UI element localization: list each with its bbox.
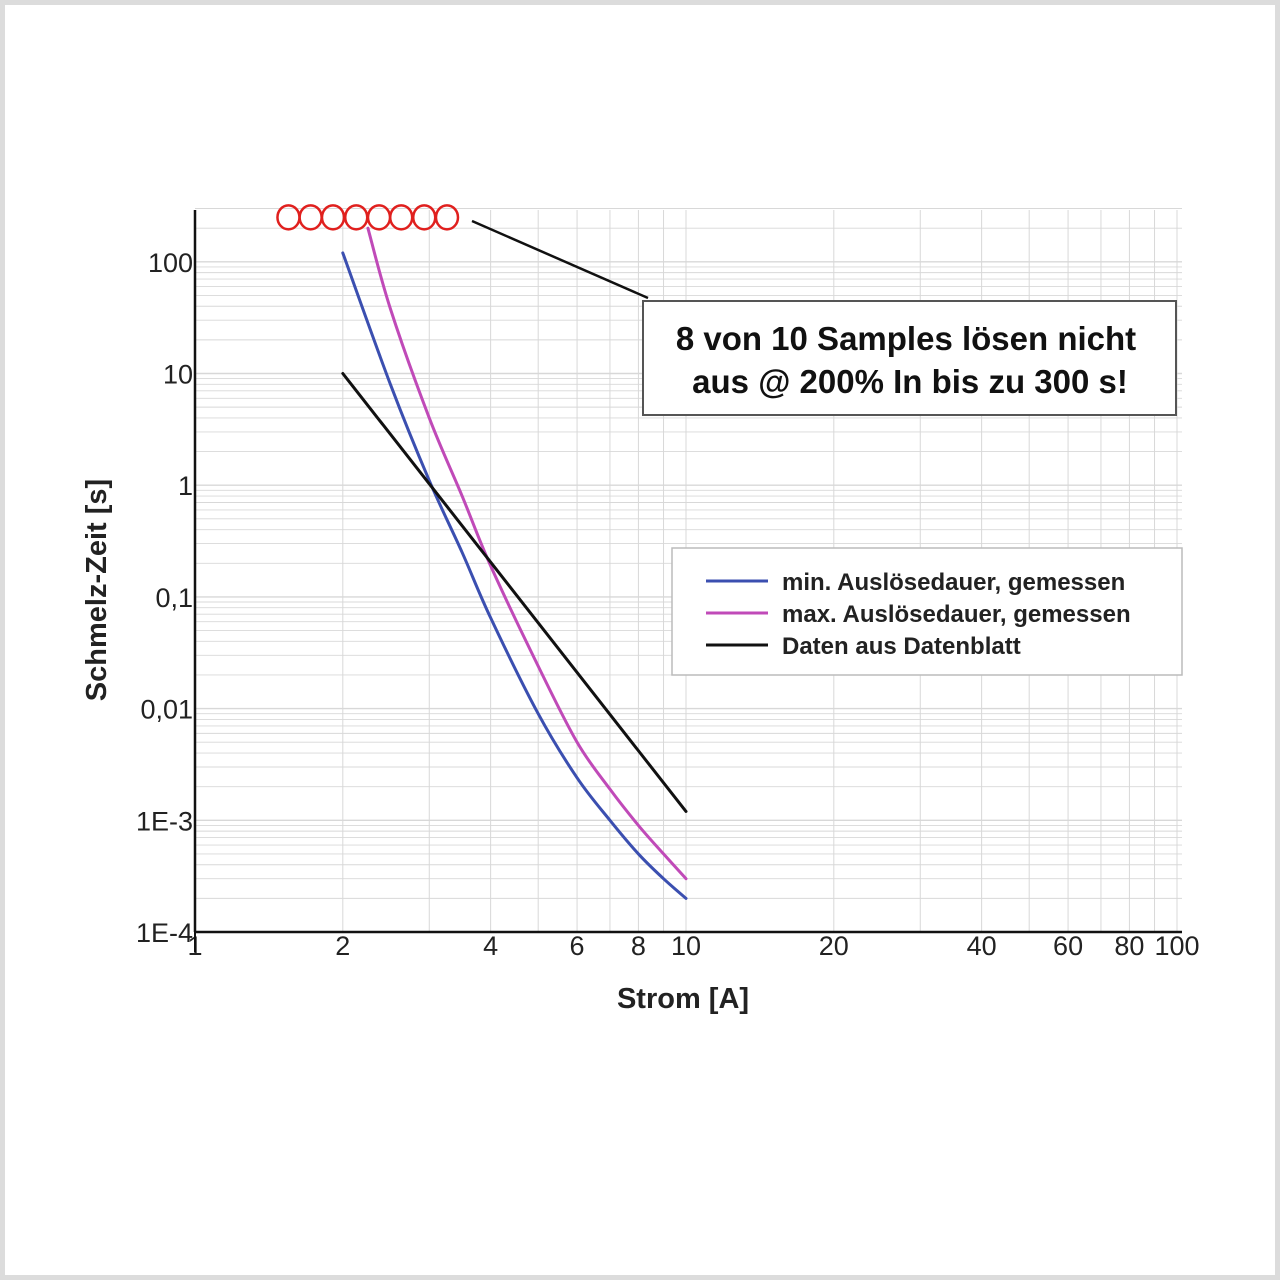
y-tick-label: 1E-4 [136,918,193,948]
axes [193,210,1182,934]
y-tick-label: 0,1 [155,583,193,613]
legend-label-2: max. Auslösedauer, gemessen [782,601,1131,628]
series-line-2 [366,226,688,881]
y-tick-label: 10 [163,360,193,390]
y-tick-label: 1 [178,471,193,501]
y-tick-label: 0,01 [140,695,193,725]
x-tick-label: 100 [1154,931,1199,961]
callout-text-line-1: 8 von 10 Samples lösen nicht [676,320,1136,357]
series-line-3 [341,372,688,813]
legend-label-1: min. Auslösedauer, gemessen [782,569,1125,596]
x-tick-label: 20 [819,931,849,961]
sample-markers [276,204,460,231]
callout-box [642,300,1177,416]
x-tick-label: 40 [967,931,997,961]
x-tick-label: 4 [483,931,498,961]
x-tick-label: 60 [1053,931,1083,961]
callout-text-line-2: aus @ 200% In bis zu 300 s! [692,363,1128,400]
legend-label-3: Daten aus Datenblatt [782,633,1021,660]
x-axis-title: Strom [A] [617,983,749,1015]
x-tick-label: 10 [671,931,701,961]
callout-leader-line [471,219,649,300]
legend: min. Auslösedauer, gemessen max. Auslösed… [706,569,1131,660]
x-tick-label: 6 [570,931,585,961]
series-line-1 [341,251,688,900]
y-tick-labels: 100 10 1 0,1 0,01 1E-3 1E-4 [136,248,193,948]
x-tick-label: 8 [631,931,646,961]
x-tick-label: 80 [1114,931,1144,961]
series-lines [341,226,688,900]
y-tick-label: 100 [148,248,193,278]
sample-marker [434,204,460,231]
x-tick-labels: 124681020406080100 [187,931,1199,961]
y-tick-label: 1E-3 [136,806,193,836]
x-tick-label: 2 [335,931,350,961]
y-axis-title: Schmelz-Zeit [s] [81,479,113,701]
